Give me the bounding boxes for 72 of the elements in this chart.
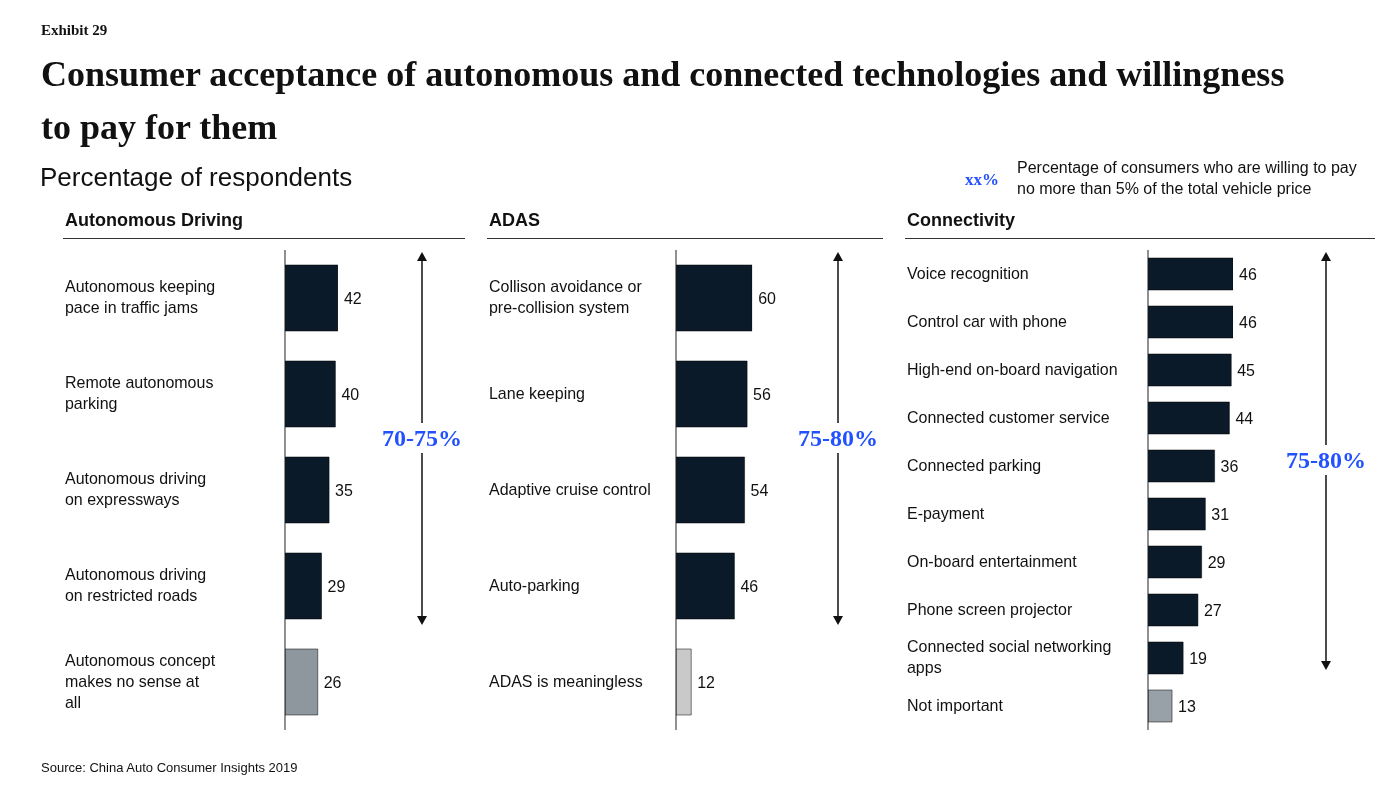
bar — [675, 264, 753, 332]
text: ADAS — [487, 210, 883, 239]
text: Exhibit 29 — [41, 22, 108, 39]
bar — [1148, 593, 1199, 627]
data-label: 36 — [1220, 457, 1239, 475]
text: Connectivity — [905, 210, 1375, 239]
y-tick-label: Collison avoidance or pre-collision system — [489, 278, 643, 317]
bar — [675, 360, 748, 428]
data-label: 35 — [335, 481, 353, 499]
text: 70-75% — [372, 422, 472, 453]
y-tick-label: Connected social networking apps — [907, 638, 1112, 677]
y-tick-label: Control car with phone — [907, 313, 1068, 330]
data-label: 13 — [1178, 697, 1196, 715]
bar — [675, 648, 692, 716]
bar — [1148, 353, 1232, 387]
y-tick-label: Connected customer service — [907, 409, 1110, 426]
y-tick-label: High-end on-board navigation — [907, 361, 1118, 378]
bar — [1148, 305, 1234, 339]
y-tick-label: Autonomous driving on expressways — [65, 470, 207, 509]
bar — [675, 552, 735, 620]
bar — [284, 552, 322, 620]
data-label: 31 — [1211, 505, 1230, 523]
data-label: 29 — [327, 577, 346, 595]
text: xx% — [965, 170, 999, 190]
y-tick-label: Autonomous driving on restricted roads — [65, 566, 207, 605]
data-label: 56 — [753, 385, 771, 403]
bar — [284, 264, 338, 332]
chart-title: Autonomous Driving — [63, 210, 465, 239]
text: 75-80% — [788, 422, 888, 453]
y-tick-label: Autonomous concept makes no sense at all — [65, 651, 216, 711]
bar — [1148, 257, 1234, 291]
text: Consumer acceptance of autonomous and connected technologies and willingness to pay for them — [41, 53, 1286, 149]
y-tick-label: Autonomous keeping pace in traffic jams — [65, 278, 216, 317]
y-tick-label: ADAS is meaningless — [489, 672, 643, 690]
y-tick-label: Phone screen projector — [907, 601, 1073, 618]
data-label: 45 — [1237, 361, 1256, 379]
data-label: 46 — [1239, 313, 1257, 331]
data-label: 40 — [341, 385, 360, 403]
source-note: Source: China Auto Consumer Insights 2019 — [41, 760, 298, 775]
y-tick-label: Auto-parking — [489, 577, 580, 594]
y-tick-label: On-board entertainment — [907, 553, 1078, 570]
bar — [1148, 641, 1184, 675]
data-label: 54 — [750, 481, 769, 499]
y-tick-label: Connected parking — [907, 457, 1042, 474]
bar — [284, 360, 336, 428]
bar — [1148, 689, 1173, 723]
text: Percentage of respondents — [40, 162, 353, 193]
y-tick-label: Voice recognition — [907, 265, 1029, 282]
y-tick-label: Lane keeping — [489, 385, 585, 402]
data-label: 19 — [1189, 649, 1208, 667]
data-label: 26 — [323, 673, 342, 691]
y-tick-label: Adaptive cruise control — [489, 481, 651, 498]
data-label: 29 — [1207, 553, 1226, 571]
data-label: 42 — [343, 289, 362, 307]
bar — [284, 648, 318, 716]
data-label: 46 — [740, 577, 759, 595]
y-tick-label: Remote autonomous parking — [65, 374, 214, 413]
y-tick-label: E-payment — [907, 505, 985, 522]
data-label: 12 — [697, 673, 716, 691]
bar — [1148, 449, 1215, 483]
data-label: 46 — [1239, 265, 1257, 283]
text: Percentage of consumers who are willing to pay no more than 5% of the total vehicle price — [1017, 158, 1358, 199]
bar — [1148, 401, 1230, 435]
bar — [284, 456, 330, 524]
data-label: 27 — [1203, 601, 1222, 619]
data-label: 60 — [758, 289, 777, 307]
y-tick-label: Not important — [907, 697, 1004, 714]
bar — [1148, 545, 1202, 579]
data-label: 44 — [1235, 409, 1254, 427]
bar — [1148, 497, 1206, 531]
bar — [675, 456, 745, 524]
text: 75-80% — [1276, 445, 1376, 475]
